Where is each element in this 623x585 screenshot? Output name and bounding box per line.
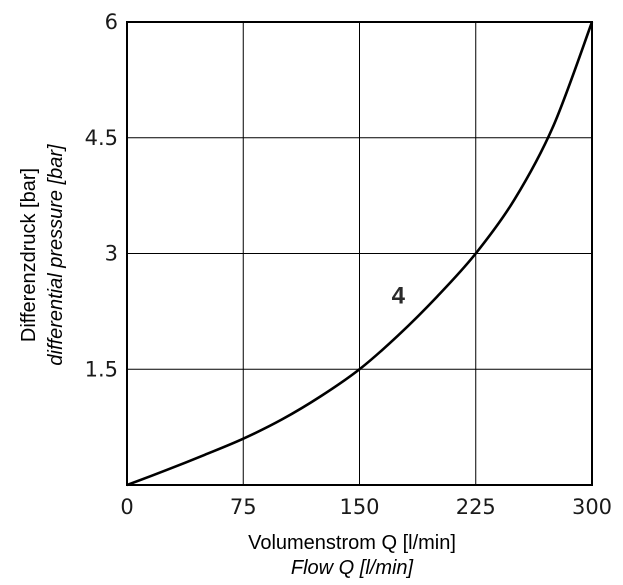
x-tick-label: 0: [120, 495, 133, 519]
x-axis-label-secondary: Flow Q [l/min]: [291, 557, 414, 579]
x-tick-labels: 0 75 150 225 300: [120, 495, 612, 519]
y-axis-label: Differenzdruck [bar]: [18, 168, 40, 342]
y-tick-label: 3: [105, 242, 118, 266]
y-axis-label-secondary: differential pressure [bar]: [45, 144, 67, 366]
series-line-4: [126, 21, 594, 487]
y-tick-labels: 1.5 3 4.5 6: [85, 10, 118, 381]
series-label-4: 4: [392, 283, 406, 310]
y-tick-label: 1.5: [85, 357, 118, 381]
grid-lines: [127, 22, 592, 485]
x-tick-label: 75: [230, 495, 257, 519]
x-tick-label: 300: [572, 495, 612, 519]
y-tick-label: 4.5: [85, 126, 118, 150]
x-tick-label: 150: [339, 495, 379, 519]
x-tick-label: 225: [456, 495, 496, 519]
plot-frame: [126, 21, 593, 486]
x-axis-label: Volumenstrom Q [l/min]: [248, 532, 456, 554]
y-tick-label: 6: [105, 10, 118, 34]
